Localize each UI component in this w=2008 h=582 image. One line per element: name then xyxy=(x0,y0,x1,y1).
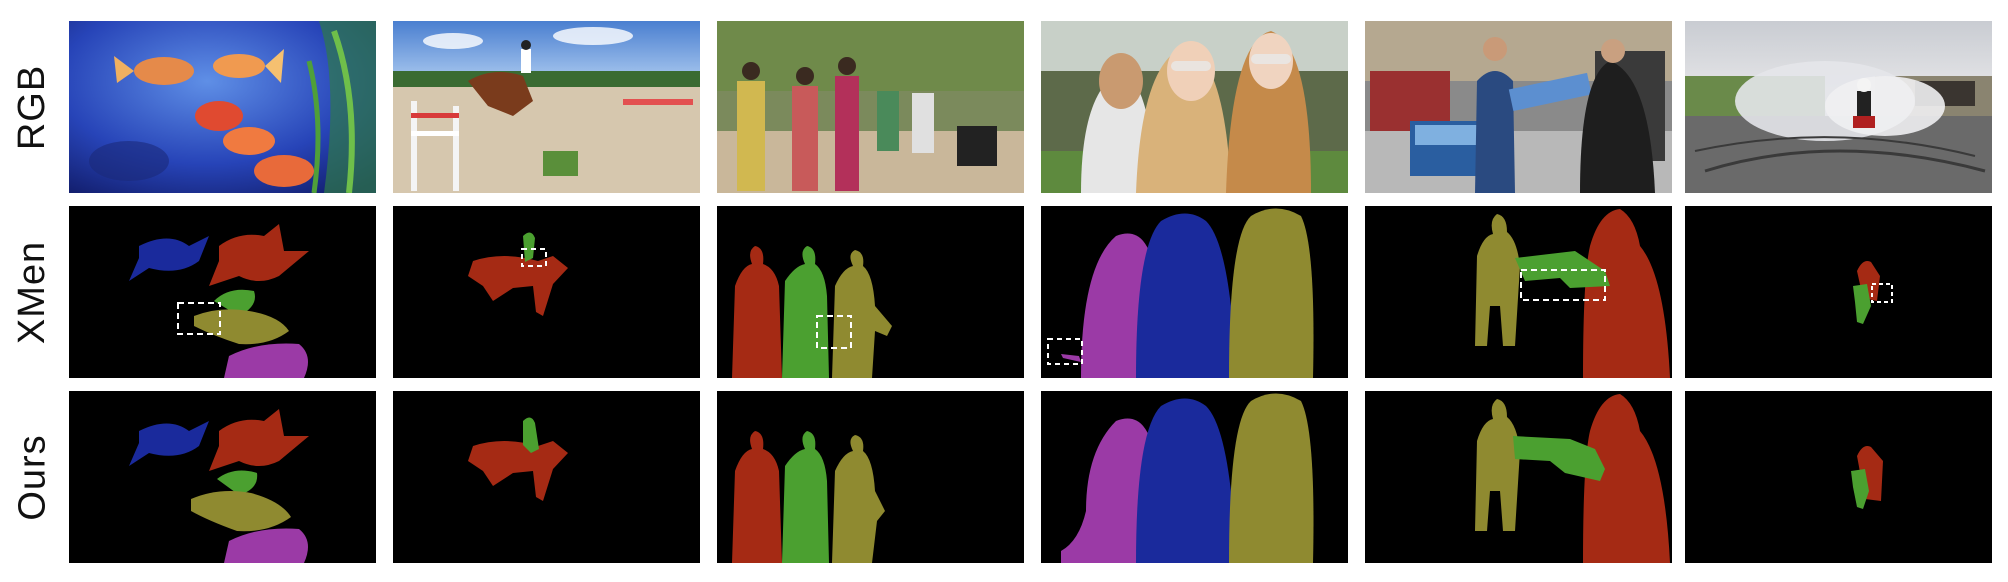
row-label-rgb: RGB xyxy=(0,21,66,193)
ours-store-mask xyxy=(1365,391,1672,563)
rgb-goldfish-image xyxy=(69,21,376,193)
row-label-rgb-text: RGB xyxy=(12,64,55,149)
rgb-street-image xyxy=(717,21,1024,193)
ours-horse-mask xyxy=(393,391,700,563)
row-label-ours: Ours xyxy=(0,391,66,563)
xmen-store-mask xyxy=(1365,206,1672,378)
ours-motorcycle-mask xyxy=(1685,391,1992,563)
xmen-goldfish-mask xyxy=(69,206,376,378)
ours-street-mask xyxy=(717,391,1024,563)
rgb-store-image xyxy=(1365,21,1672,193)
row-label-ours-text: Ours xyxy=(12,434,55,520)
rgb-girls-image xyxy=(1041,21,1348,193)
ours-goldfish-mask xyxy=(69,391,376,563)
rgb-motorcycle-image xyxy=(1685,21,1992,193)
rgb-horse-image xyxy=(393,21,700,193)
xmen-girls-mask xyxy=(1041,206,1348,378)
row-label-xmen: XMen xyxy=(0,206,66,378)
ours-girls-mask xyxy=(1041,391,1348,563)
xmen-street-mask xyxy=(717,206,1024,378)
xmen-motorcycle-mask xyxy=(1685,206,1992,378)
xmen-horse-mask xyxy=(393,206,700,378)
row-label-xmen-text: XMen xyxy=(12,240,55,343)
